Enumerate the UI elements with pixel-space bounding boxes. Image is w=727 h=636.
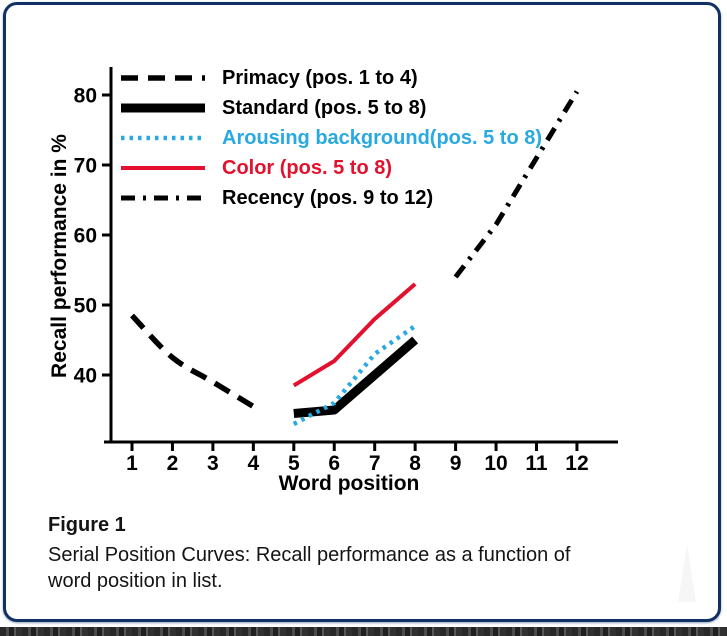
legend-label-color: Color (pos. 5 to 8) <box>222 157 392 179</box>
series-line-0 <box>130 313 255 409</box>
x-tick-label: 9 <box>450 452 462 475</box>
x-tick-label: 4 <box>248 452 260 475</box>
page-bottom-strip <box>0 627 727 636</box>
legend-item-primacy: Primacy (pos. 1 to 4) <box>120 63 542 93</box>
legend-item-recency: Recency (pos. 9 to 12) <box>120 183 542 213</box>
x-tick-label: 8 <box>409 452 421 475</box>
x-tick-label: 5 <box>288 452 300 475</box>
series-line-4 <box>453 90 580 279</box>
legend-label-standard: Standard (pos. 5 to 8) <box>222 97 427 119</box>
x-tick-label: 11 <box>525 452 548 475</box>
standard-line-swatch <box>121 103 205 113</box>
color-line-swatch <box>121 166 205 170</box>
recency-line-swatch <box>121 195 205 201</box>
legend-item-color: Color (pos. 5 to 8) <box>120 153 542 183</box>
serial-position-chart: 40 50 60 70 80 1 2 3 4 5 6 7 8 9 10 11 12 Primacy (pos. … <box>48 63 618 495</box>
arousing-line-swatch <box>121 135 205 141</box>
legend-label-recency: Recency (pos. 9 to 12) <box>222 187 434 209</box>
x-tick-label: 7 <box>369 452 381 475</box>
y-axis-label: Recall performance in % <box>48 134 71 378</box>
x-axis-label: Word position <box>278 472 420 495</box>
series-line-2 <box>292 324 417 426</box>
series-line-3 <box>292 282 417 388</box>
legend-label-arousing: Arousing background(pos. 5 to 8) <box>222 127 543 149</box>
legend-item-standard: Standard (pos. 5 to 8) <box>120 93 542 123</box>
x-tick-label: 6 <box>328 452 340 475</box>
y-tick-label: 40 <box>74 365 97 388</box>
figure-label: Figure 1 <box>48 514 126 536</box>
y-tick-label: 50 <box>74 295 97 318</box>
chart-legend: Primacy (pos. 1 to 4) Standard (pos. 5 t… <box>120 63 542 213</box>
legend-item-arousing: Arousing background(pos. 5 to 8) <box>120 123 542 153</box>
x-tick-label: 1 <box>126 452 138 475</box>
series-line-1 <box>293 336 419 418</box>
caption-text-line-2: word position in list. <box>48 570 223 592</box>
figure-caption: Figure 1 Serial Position Curves: Recall … <box>48 514 570 594</box>
x-tick-label: 12 <box>565 452 588 475</box>
caption-text-line-1: Serial Position Curves: Recall performan… <box>48 544 571 566</box>
y-tick-label: 60 <box>74 225 97 248</box>
x-tick-label: 2 <box>167 452 179 475</box>
y-tick-label: 80 <box>74 85 97 108</box>
legend-label-primacy: Primacy (pos. 1 to 4) <box>222 67 418 89</box>
x-tick-label: 10 <box>484 452 507 475</box>
primacy-line-swatch <box>121 75 205 81</box>
y-tick-label: 70 <box>74 155 97 178</box>
x-tick-label: 3 <box>207 452 219 475</box>
cursor-artifact <box>678 544 696 602</box>
